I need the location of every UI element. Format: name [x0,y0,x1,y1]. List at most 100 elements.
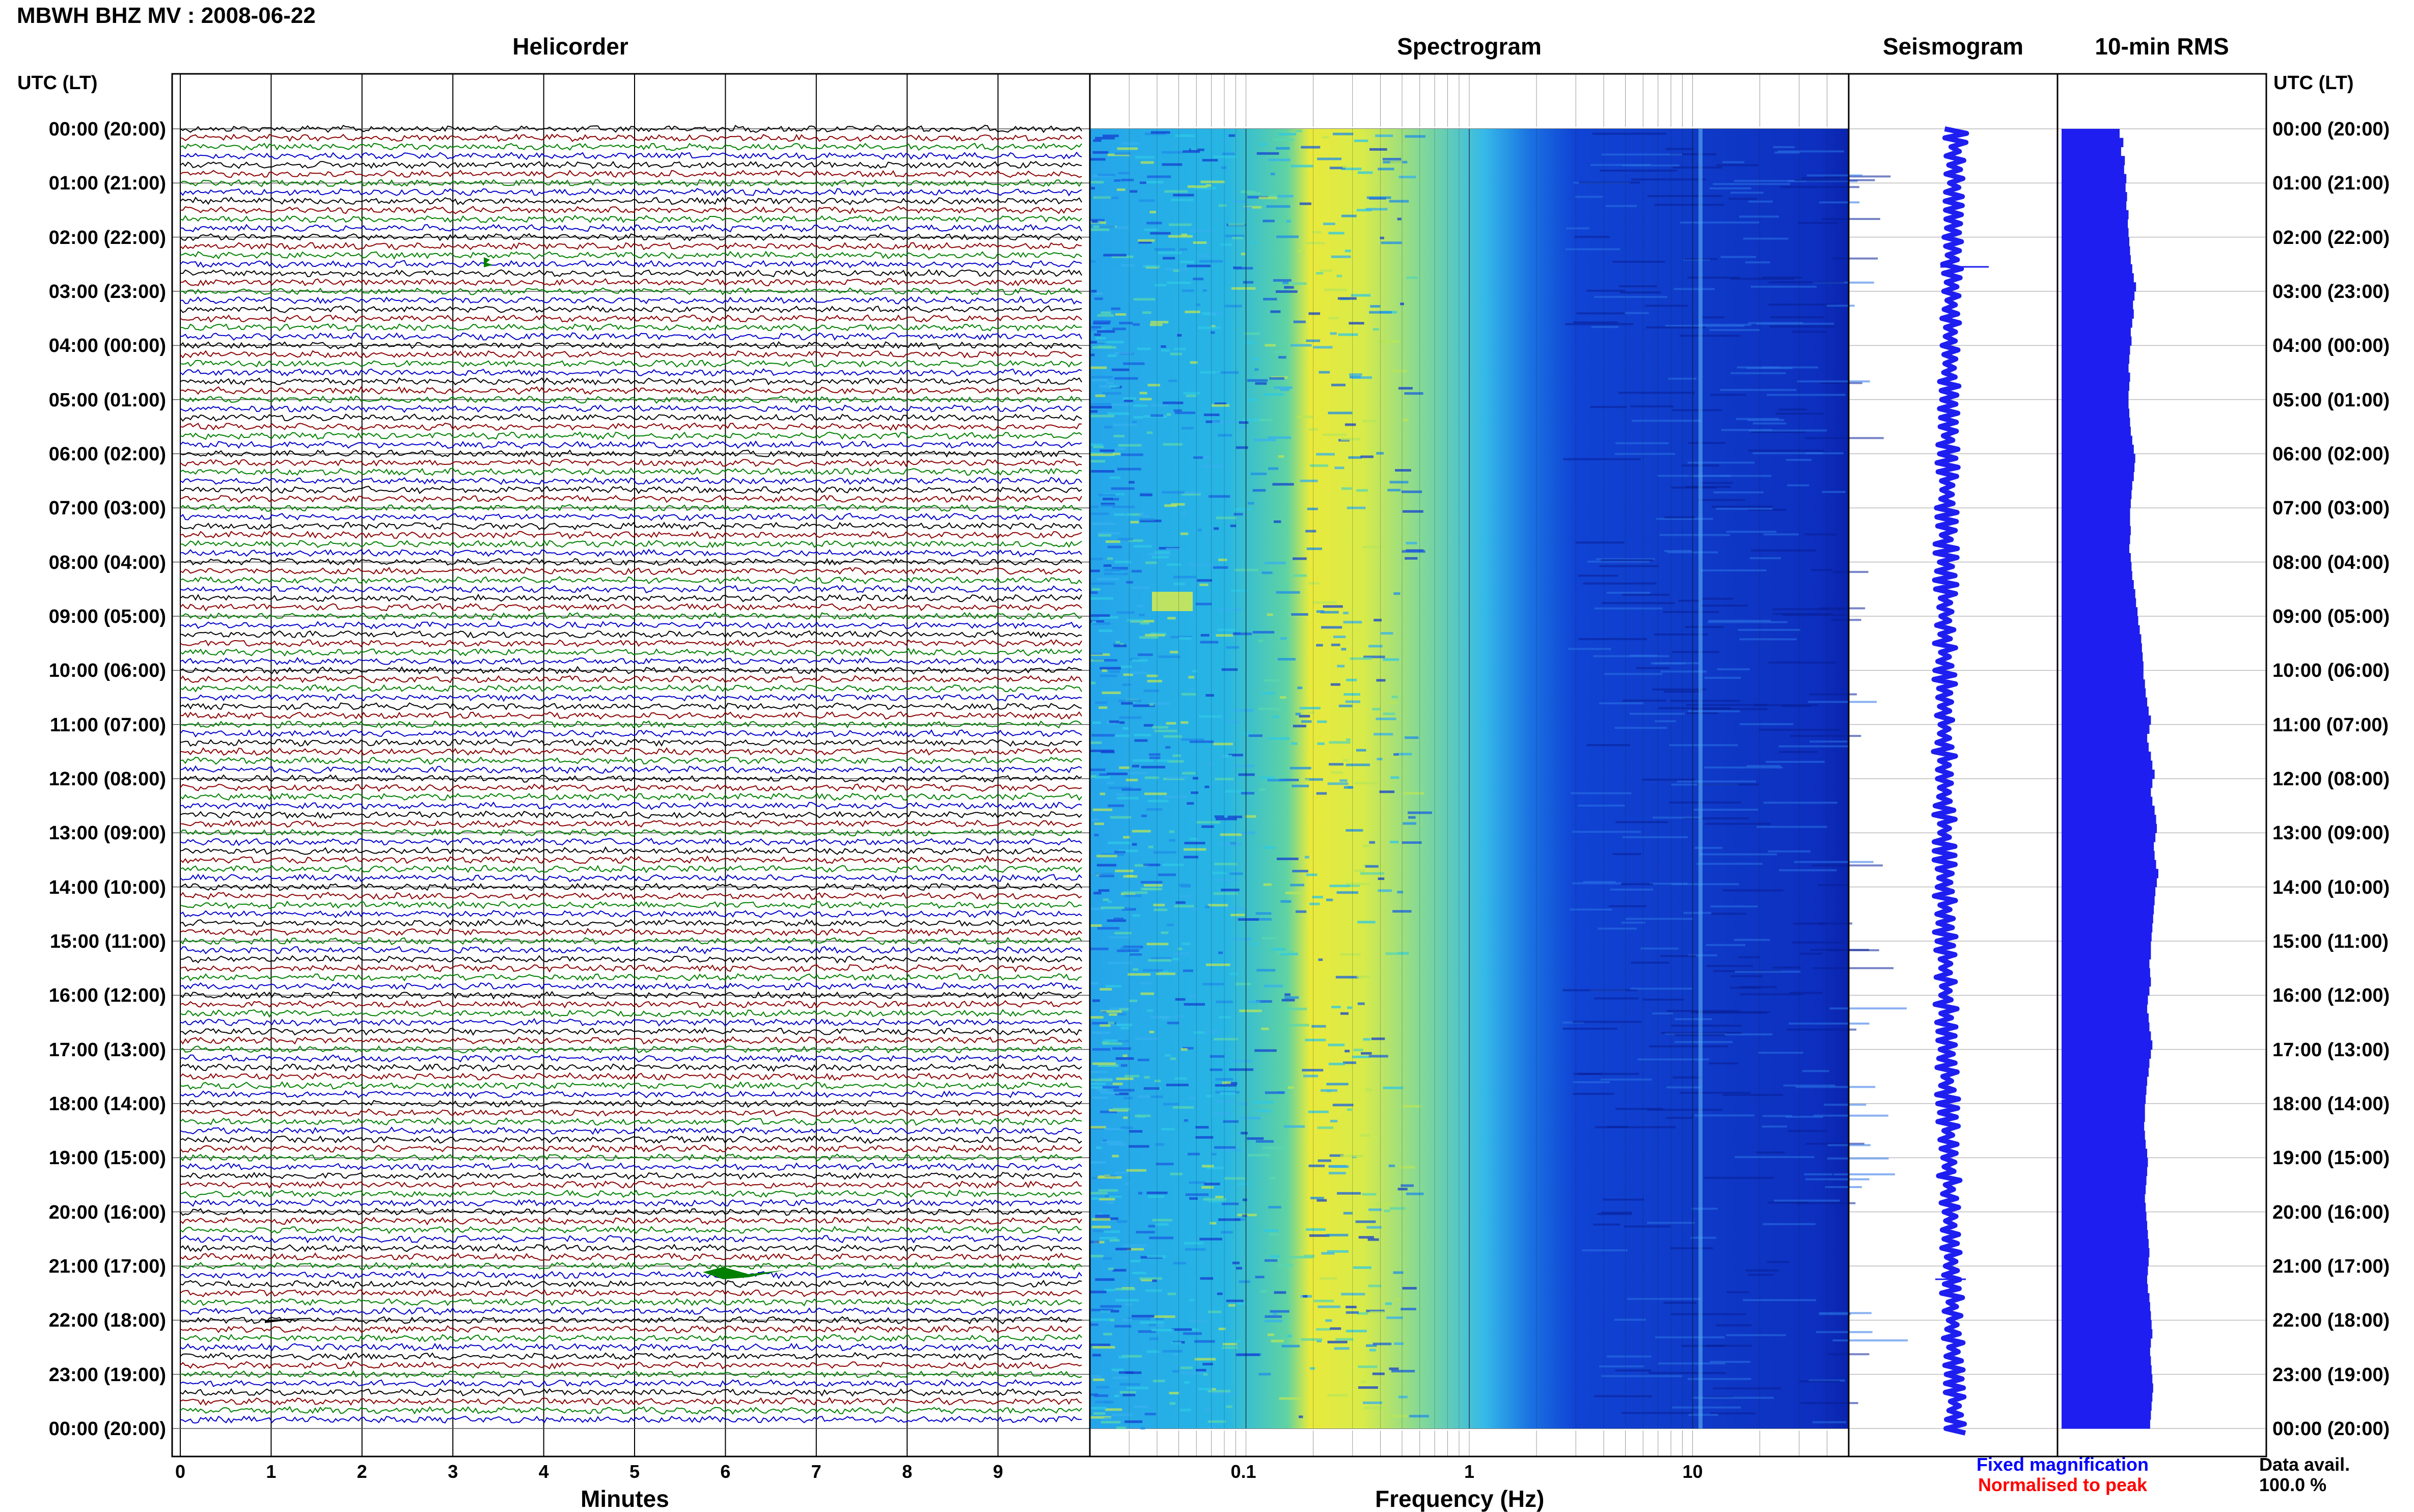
spectrogram-cell [1213,155,1238,158]
spectrogram-cell [1198,715,1222,718]
spectrogram-cell [1092,1022,1116,1025]
spectrogram-cell [1150,321,1169,324]
spectrogram-cell [1716,1324,1752,1327]
frequency-tick-label: 0.1 [1230,1461,1256,1482]
spectrogram-cell [1090,228,1110,231]
spectrogram-cell [1565,323,1634,325]
spectrogram-cell [1578,804,1625,807]
helicorder-trace [180,504,1082,512]
spectrogram-cell [1105,1128,1126,1131]
spectrogram-cell [1140,493,1153,497]
spectrogram-cell [1280,637,1287,640]
spectrogram-cell [1159,971,1169,974]
spectrogram-cell [1306,241,1325,244]
spectrogram-cell [1206,1166,1224,1169]
rms-bar [2062,1121,2145,1131]
spectrogram-cell [1238,773,1255,776]
spectrogram-cell [1092,1354,1101,1357]
spectrogram-cell [1642,778,1695,781]
spectrogram-cell [1601,1375,1683,1378]
rms-bar [2062,1194,2145,1203]
spectrogram-cell [1138,1330,1156,1333]
spectrogram-cell [1214,815,1224,818]
spectrogram-cell [1208,1310,1222,1313]
spectrogram-cell [1130,1259,1141,1262]
spectrogram-cell [1090,453,1115,456]
helicorder-trace [180,1135,1082,1144]
spectrogram-cell [1137,653,1153,656]
spectrogram-cell [1664,550,1692,553]
spectrogram-cell [1581,1249,1628,1252]
spectrogram-cell [1177,947,1183,950]
rms-bar [2062,472,2134,481]
spectrogram-cell [1366,1344,1377,1347]
helicorder-trace [180,558,1082,566]
spectrogram-cell [1280,952,1298,955]
spectrogram-cell [1306,547,1322,551]
spectrogram-cell [1726,531,1777,533]
spectrogram-cell [1113,643,1126,646]
spectrogram-cell [1619,285,1657,288]
spectrogram-cell [1272,716,1279,718]
spectrogram-cell [1313,1300,1334,1303]
spectrogram-cell [1663,691,1703,693]
spectrogram-cell [1654,662,1685,665]
spectrogram-cell [1593,1223,1621,1226]
spectrogram-cell [1091,376,1113,379]
spectrogram-cell [1133,404,1148,407]
spectrogram-cell [1203,1198,1226,1201]
rms-bar [2062,1058,2150,1068]
helicorder-trace [180,1261,1082,1271]
spectrogram-cell [1365,208,1388,211]
spectrogram-cell [1096,1386,1109,1389]
spectrogram-cell [1734,180,1806,182]
spectrogram-cell [1573,1073,1639,1075]
spectrogram-cell [1348,456,1362,459]
spectrogram-cell [1169,830,1174,833]
helicorder-trace [180,1397,1082,1406]
spectrogram-cell [1121,264,1135,267]
rms-bar [2062,779,2153,788]
spectrogram-cell [1687,710,1740,712]
rms-bar [2062,743,2149,752]
spectrogram-cell [1400,1166,1415,1169]
rms-bar [2062,462,2135,473]
spectrogram-cell [1152,592,1193,611]
rms-bar [2062,977,2151,987]
frequency-tick-label: 10 [1682,1461,1703,1482]
spectrogram-cell [1335,1338,1354,1341]
event-marker [484,257,493,267]
spectrogram-cell [1136,1231,1155,1233]
spectrogram-cell [1811,569,1833,571]
spectrogram-cell [1124,1183,1130,1186]
spectrogram-cell [1137,604,1144,608]
spectrogram-cell [1700,604,1748,607]
spectrogram-cell [1149,1015,1172,1019]
spectrogram-cell [1091,1197,1100,1200]
spectrogram-cell [1358,1365,1378,1368]
spectrogram-cell [1819,1312,1872,1314]
spectrogram-cell [1148,1324,1157,1327]
spectrogram-cell [1113,1089,1135,1092]
rms-bar [2062,769,2155,779]
spectrogram-cell [1171,1328,1192,1331]
spectrogram-cell [1216,1000,1233,1003]
helicorder-trace [180,467,1082,476]
rms-bar [2062,219,2128,229]
spectrogram-cell [1269,1233,1280,1236]
spectrogram-cell [1156,972,1175,975]
spectrogram-cell [1150,1324,1165,1327]
spectrogram-cell [1090,1192,1108,1195]
time-tick-label: 04:00 (00:00) [2272,335,2390,357]
spectrogram-cell [1832,1339,1908,1342]
spectrogram-cell [1341,1293,1365,1296]
spectrogram-cell [1704,1176,1774,1179]
spectrogram-cell [1099,616,1119,619]
time-tick-label: 20:00 (16:00) [2272,1201,2390,1223]
spectrogram-cell [1745,1269,1779,1272]
rms-bar [2062,1004,2148,1014]
spectrogram-cell [1801,177,1840,179]
spectrogram-cell [1800,1402,1858,1405]
spectrogram-cell [1317,720,1327,723]
spectrogram-cell [1116,226,1129,229]
